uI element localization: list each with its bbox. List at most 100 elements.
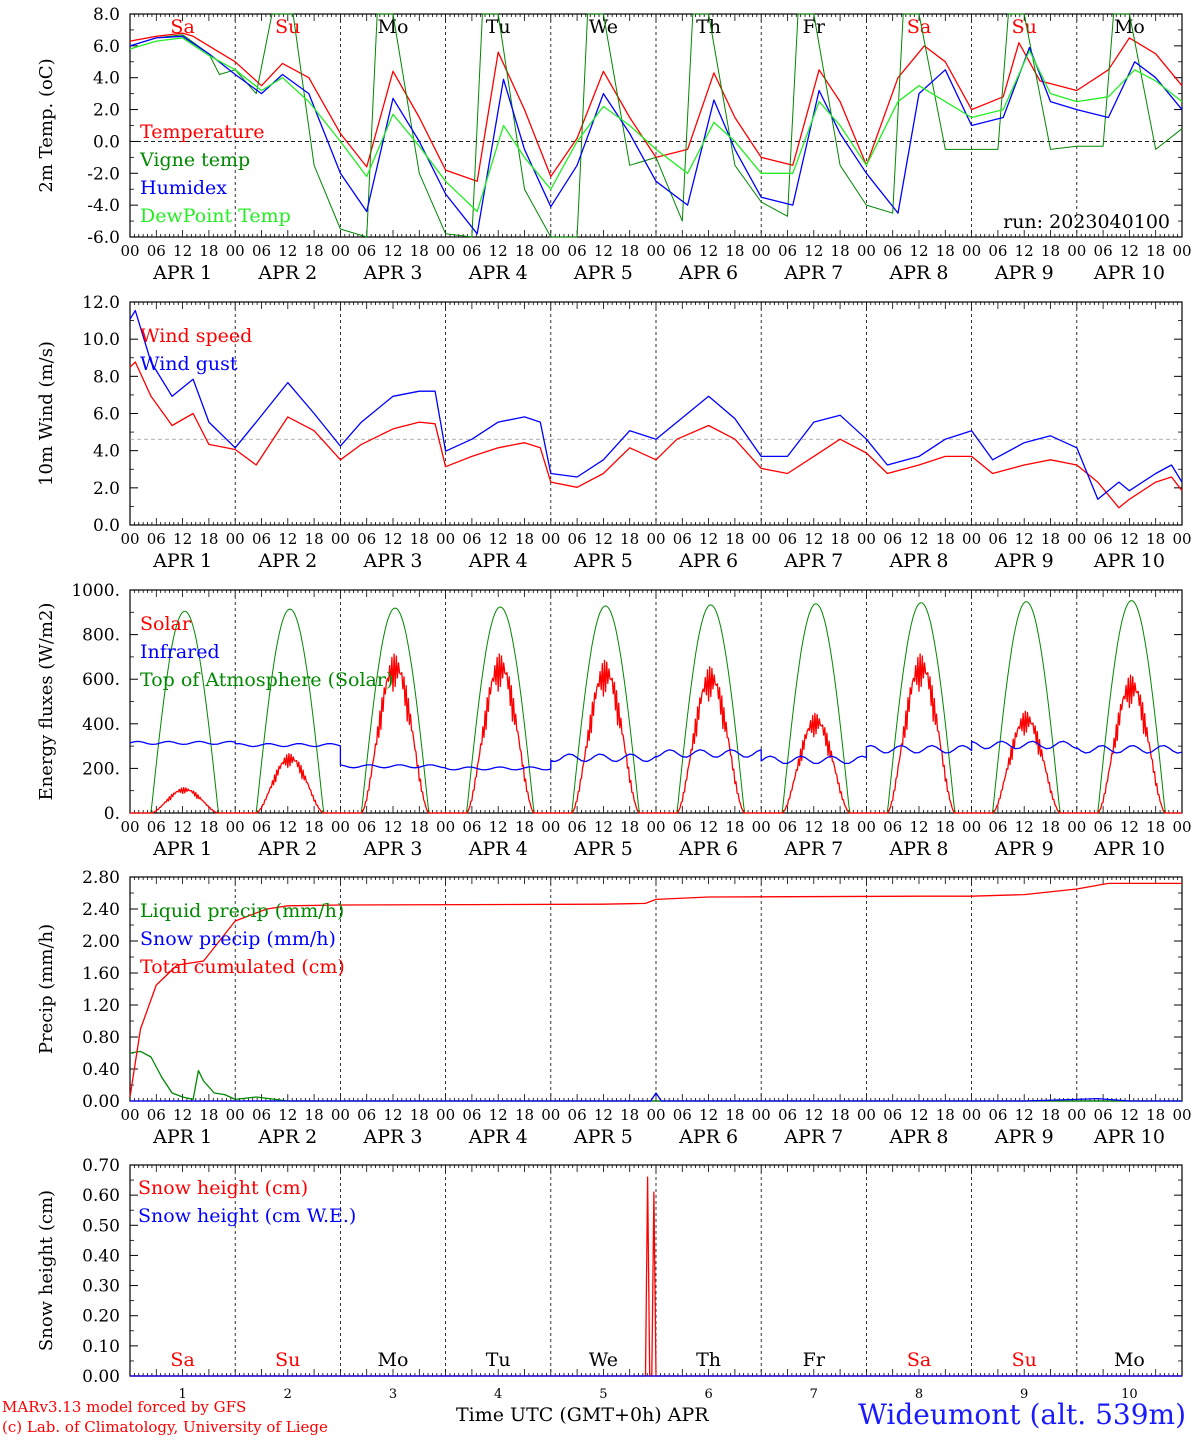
- y-axis-label: Energy fluxes (W/m2): [36, 603, 57, 801]
- date-label: APR 10: [1093, 838, 1165, 860]
- hour-label: 12: [1120, 818, 1139, 836]
- panel-frame: [129, 589, 1183, 814]
- hour-label: 00: [1067, 818, 1086, 836]
- y-tick-label: 6.0: [93, 37, 120, 57]
- hour-label: 00: [857, 242, 876, 260]
- hour-label: 06: [462, 242, 481, 260]
- date-number-label: 10: [1121, 1387, 1138, 1402]
- series-line-wind-gust: [129, 309, 1183, 500]
- hour-label: 06: [988, 1106, 1007, 1124]
- hour-label: 12: [594, 818, 613, 836]
- hour-label: 00: [857, 530, 876, 548]
- date-number-label: 6: [704, 1387, 712, 1402]
- hour-label: 12: [594, 242, 613, 260]
- hour-label: 12: [383, 530, 402, 548]
- series-line-total-cumulated-cm: [129, 882, 1182, 1098]
- hour-label: 06: [147, 818, 166, 836]
- hour-label: 06: [883, 818, 902, 836]
- day-name-label: Sa: [170, 1349, 194, 1371]
- hour-label: 18: [1146, 818, 1165, 836]
- hour-label: 12: [594, 530, 613, 548]
- day-name-label: Fr: [803, 1349, 826, 1371]
- hour-label: 18: [410, 1106, 429, 1124]
- date-number-label: 7: [810, 1387, 818, 1402]
- hour-label: 12: [909, 242, 928, 260]
- day-name-label: Sa: [907, 1349, 931, 1371]
- y-axis-label: Precip (mm/h): [36, 924, 57, 1054]
- hour-label: 00: [120, 242, 139, 260]
- hour-label: 00: [331, 530, 350, 548]
- date-label: APR 9: [994, 838, 1054, 860]
- date-label: APR 5: [573, 1126, 633, 1148]
- hour-label: 00: [646, 818, 665, 836]
- hour-label: 18: [1146, 242, 1165, 260]
- date-label: APR 4: [468, 262, 528, 284]
- hour-label: 12: [278, 242, 297, 260]
- day-name-label: Sa: [170, 16, 194, 38]
- hour-label: 12: [1120, 530, 1139, 548]
- hour-label: 18: [936, 242, 955, 260]
- hour-label: 00: [436, 818, 455, 836]
- legend-vigne-temp: Vigne temp: [139, 149, 250, 171]
- hour-label: 18: [620, 818, 639, 836]
- hour-label: 00: [962, 818, 981, 836]
- hour-label: 18: [831, 530, 850, 548]
- hour-label: 12: [173, 530, 192, 548]
- hour-label: 00: [1067, 1106, 1086, 1124]
- hour-label: 00: [120, 818, 139, 836]
- series-line-infrared: [129, 740, 1183, 771]
- hour-label: 18: [199, 818, 218, 836]
- hour-label: 12: [278, 818, 297, 836]
- date-label: APR 2: [257, 262, 317, 284]
- hour-label: 18: [410, 818, 429, 836]
- hour-label: 00: [646, 1106, 665, 1124]
- date-label: APR 8: [889, 262, 949, 284]
- y-tick-label: 4.0: [93, 442, 120, 462]
- date-label: APR 8: [889, 1126, 949, 1148]
- date-label: APR 1: [152, 550, 212, 572]
- hour-label: 18: [936, 818, 955, 836]
- day-name-label: Su: [275, 1349, 300, 1371]
- legend-solar: Solar: [140, 613, 192, 635]
- day-name-label: Mo: [1114, 16, 1145, 38]
- y-tick-label: 2.0: [93, 479, 120, 499]
- hour-label: 06: [778, 1106, 797, 1124]
- hour-label: 12: [1015, 530, 1034, 548]
- date-label: APR 8: [889, 550, 949, 572]
- y-tick-label: 0.50: [82, 1216, 120, 1236]
- hour-label: 12: [909, 818, 928, 836]
- hour-label: 06: [673, 530, 692, 548]
- hour-label: 00: [1067, 530, 1086, 548]
- hour-label: 18: [305, 530, 324, 548]
- day-name-label: We: [589, 1349, 618, 1371]
- y-tick-label: 2.40: [82, 900, 120, 920]
- hour-label: 12: [699, 1106, 718, 1124]
- y-axis-label: Snow height (cm): [36, 1190, 57, 1351]
- hour-label: 00: [1172, 530, 1191, 548]
- hour-label: 00: [1172, 242, 1191, 260]
- hour-label: 18: [305, 818, 324, 836]
- day-name-label: Fr: [803, 16, 826, 38]
- y-tick-label: 400.: [82, 715, 120, 735]
- hour-label: 06: [462, 818, 481, 836]
- y-tick-label: 2.80: [82, 868, 120, 888]
- date-label: APR 8: [889, 838, 949, 860]
- hour-label: 18: [1041, 530, 1060, 548]
- date-label: APR 4: [468, 1126, 528, 1148]
- hour-label: 06: [252, 818, 271, 836]
- y-tick-label: 0.10: [82, 1337, 120, 1357]
- hour-label: 06: [1094, 818, 1113, 836]
- hour-label: 12: [173, 1106, 192, 1124]
- y-tick-label: 600.: [82, 670, 120, 690]
- hour-label: 18: [725, 242, 744, 260]
- run-annotation: run: 2023040100: [1003, 211, 1170, 233]
- hour-label: 06: [147, 530, 166, 548]
- hour-label: 18: [410, 530, 429, 548]
- hour-label: 18: [305, 1106, 324, 1124]
- date-number-label: 4: [494, 1387, 502, 1402]
- credit-line-1: MARv3.13 model forced by GFS: [2, 1398, 247, 1416]
- y-tick-label: 0.30: [82, 1277, 120, 1297]
- hour-label: 06: [778, 530, 797, 548]
- day-name-label: Sa: [907, 16, 931, 38]
